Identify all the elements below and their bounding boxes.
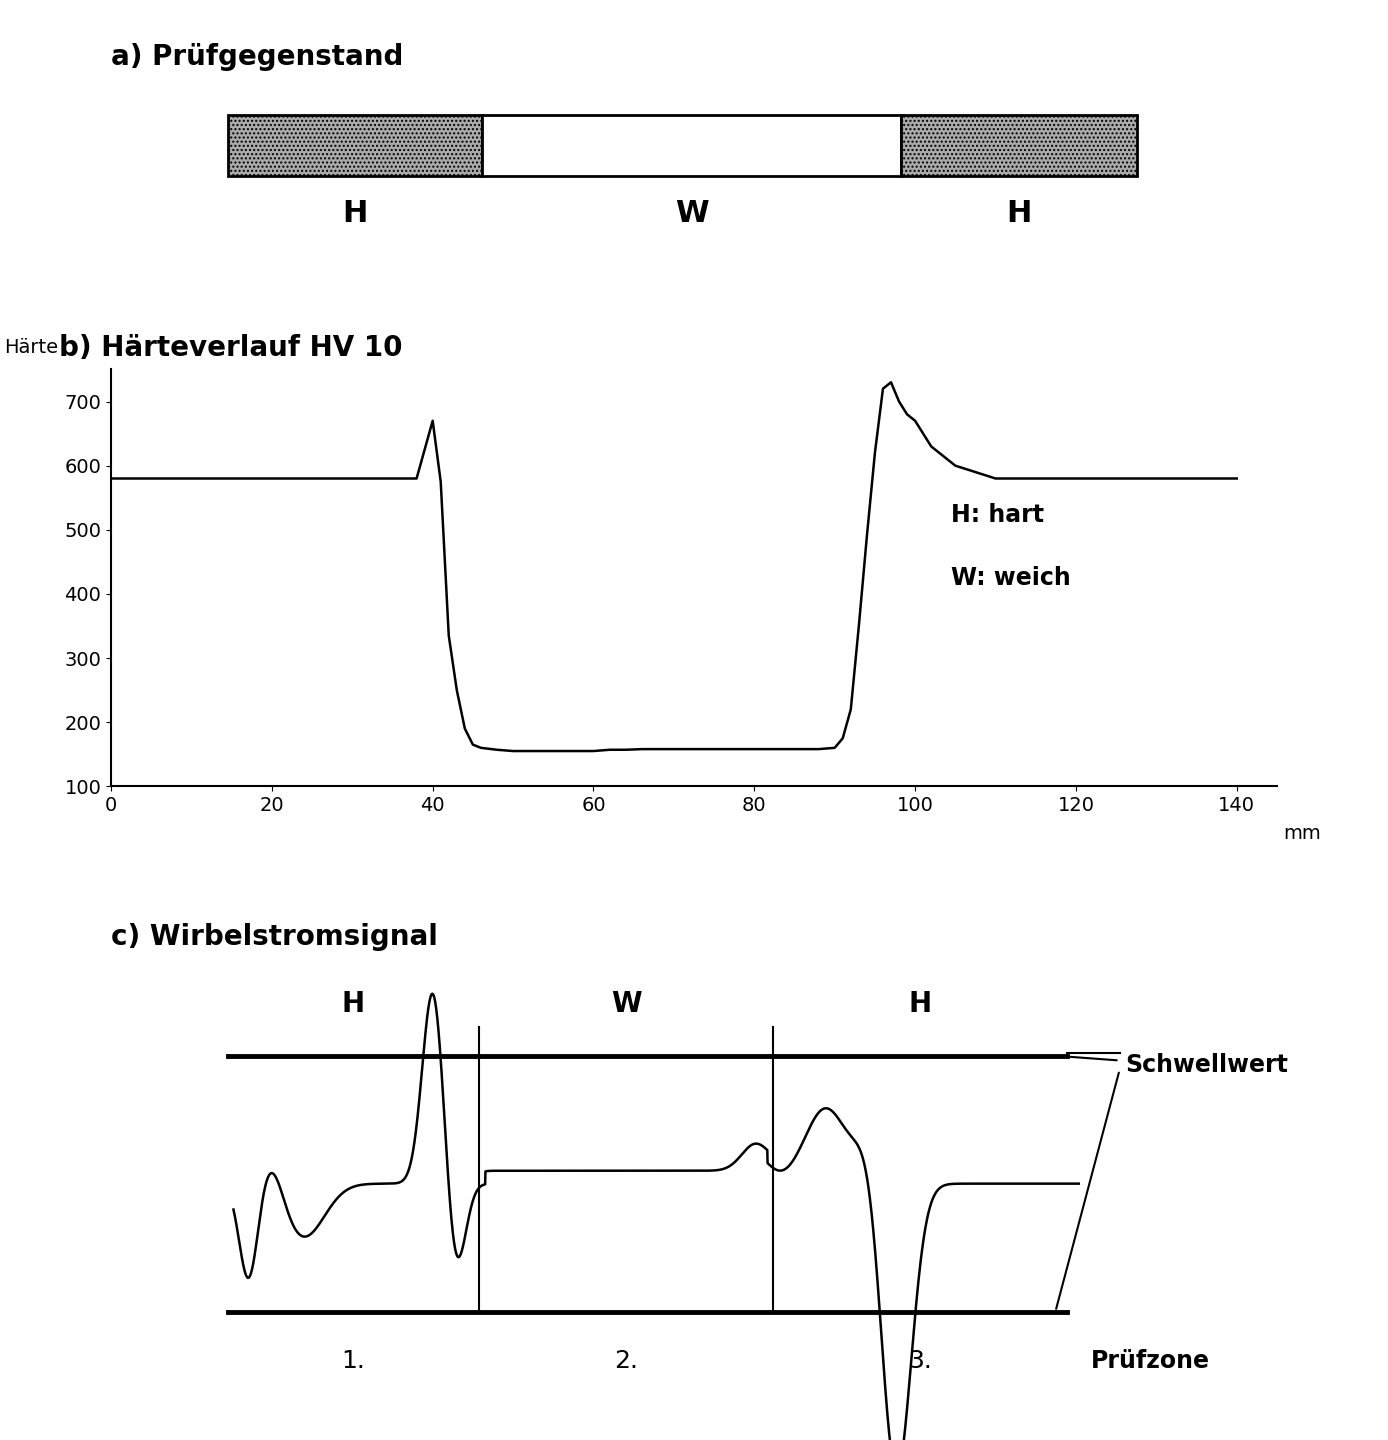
Text: b) Härteverlauf HV 10: b) Härteverlauf HV 10 [58, 334, 403, 361]
Text: a) Prüfgegenstand: a) Prüfgegenstand [111, 43, 404, 71]
Text: H: H [1006, 199, 1031, 228]
Text: W: weich: W: weich [951, 566, 1070, 590]
Text: Prüfzone: Prüfzone [1091, 1349, 1209, 1374]
Text: 1.: 1. [341, 1349, 365, 1374]
Text: W: W [675, 199, 708, 228]
Bar [901, 115, 1137, 176]
Text: 2.: 2. [615, 1349, 638, 1374]
Text: H: H [343, 199, 368, 228]
Text: H: H [341, 989, 365, 1018]
Text: Härte: Härte [4, 338, 58, 357]
Text: H: hart: H: hart [951, 504, 1044, 527]
Text: H: H [909, 989, 931, 1018]
Text: 3.: 3. [908, 1349, 933, 1374]
Bar [482, 115, 901, 176]
Text: mm: mm [1283, 824, 1320, 842]
Bar [228, 115, 482, 176]
Text: c) Wirbelstromsignal: c) Wirbelstromsignal [111, 923, 439, 950]
Text: W: W [611, 989, 641, 1018]
Text: Schwellwert: Schwellwert [1126, 1053, 1288, 1077]
